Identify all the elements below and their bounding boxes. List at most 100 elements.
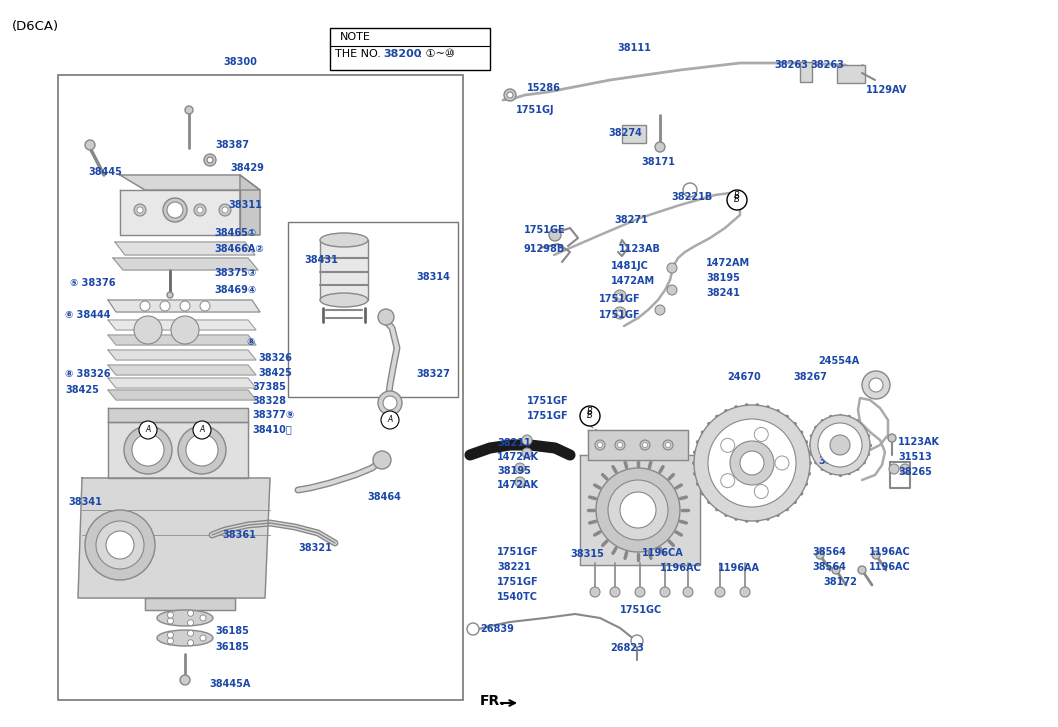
Polygon shape xyxy=(145,598,235,610)
Text: 38425: 38425 xyxy=(258,368,292,378)
Circle shape xyxy=(816,551,824,559)
Circle shape xyxy=(383,396,397,410)
Text: 15286: 15286 xyxy=(527,83,561,93)
Circle shape xyxy=(754,484,768,499)
Text: 38465①: 38465① xyxy=(214,228,256,238)
Circle shape xyxy=(660,587,670,597)
Text: B: B xyxy=(587,408,592,417)
Circle shape xyxy=(631,635,643,647)
Circle shape xyxy=(869,378,883,392)
Text: 38326: 38326 xyxy=(258,353,292,363)
Circle shape xyxy=(617,310,623,316)
Text: 38431: 38431 xyxy=(304,255,338,265)
Circle shape xyxy=(207,157,213,163)
Circle shape xyxy=(167,207,174,213)
Circle shape xyxy=(832,566,840,574)
Circle shape xyxy=(136,207,143,213)
Circle shape xyxy=(655,142,665,152)
Circle shape xyxy=(186,434,218,466)
Polygon shape xyxy=(108,408,248,422)
Text: 38387: 38387 xyxy=(215,140,249,150)
Circle shape xyxy=(776,456,789,470)
Text: 1472AM: 1472AM xyxy=(612,276,655,286)
Circle shape xyxy=(85,510,156,580)
Circle shape xyxy=(185,106,193,114)
Text: NOTE: NOTE xyxy=(340,32,371,42)
Text: 1751GC: 1751GC xyxy=(620,605,662,615)
Bar xyxy=(800,62,811,82)
Text: 38466A②: 38466A② xyxy=(214,244,263,254)
Text: 38361: 38361 xyxy=(222,530,256,540)
Circle shape xyxy=(655,305,665,315)
Circle shape xyxy=(132,434,164,466)
Polygon shape xyxy=(108,390,256,400)
Circle shape xyxy=(595,440,605,450)
Circle shape xyxy=(96,521,144,569)
Text: FR.: FR. xyxy=(480,694,506,708)
Circle shape xyxy=(200,615,206,621)
Circle shape xyxy=(167,638,174,644)
Circle shape xyxy=(580,406,600,426)
Circle shape xyxy=(187,640,194,646)
Text: 26823: 26823 xyxy=(610,643,644,653)
Polygon shape xyxy=(108,422,248,478)
Circle shape xyxy=(740,451,764,475)
Ellipse shape xyxy=(157,630,213,646)
Text: 38315: 38315 xyxy=(570,549,604,559)
Text: B: B xyxy=(733,198,741,208)
Circle shape xyxy=(889,464,899,474)
Circle shape xyxy=(140,301,150,311)
Circle shape xyxy=(167,292,174,298)
Text: A: A xyxy=(145,425,150,435)
Circle shape xyxy=(160,301,170,311)
Text: 1196AC: 1196AC xyxy=(869,562,911,572)
Circle shape xyxy=(620,492,656,528)
Circle shape xyxy=(862,371,890,399)
Text: 1196CA: 1196CA xyxy=(642,548,683,558)
Ellipse shape xyxy=(157,610,213,626)
Polygon shape xyxy=(108,320,256,330)
Circle shape xyxy=(204,154,216,166)
Polygon shape xyxy=(108,300,260,312)
Circle shape xyxy=(139,421,157,439)
Polygon shape xyxy=(113,258,258,270)
Circle shape xyxy=(715,587,725,597)
Bar xyxy=(320,240,368,300)
Text: 38425: 38425 xyxy=(65,385,98,395)
Circle shape xyxy=(171,316,199,344)
Circle shape xyxy=(515,477,525,487)
Polygon shape xyxy=(108,378,256,388)
Circle shape xyxy=(610,587,620,597)
Circle shape xyxy=(106,531,134,559)
Text: 1196AA: 1196AA xyxy=(718,563,760,573)
Circle shape xyxy=(640,440,650,450)
Circle shape xyxy=(378,391,402,415)
Bar xyxy=(288,222,458,397)
Circle shape xyxy=(608,480,668,540)
Text: 38241: 38241 xyxy=(706,288,740,298)
Text: 37385: 37385 xyxy=(252,382,286,392)
Circle shape xyxy=(222,207,229,213)
Circle shape xyxy=(818,423,862,467)
Circle shape xyxy=(598,443,602,448)
Text: 38111: 38111 xyxy=(617,43,651,53)
Polygon shape xyxy=(108,335,256,345)
Text: B: B xyxy=(734,196,740,204)
Text: 38195: 38195 xyxy=(497,466,531,476)
Text: 38195: 38195 xyxy=(706,273,740,283)
Text: B: B xyxy=(586,414,594,424)
Circle shape xyxy=(200,635,206,641)
Polygon shape xyxy=(108,350,256,360)
Text: ⑤ 38376: ⑤ 38376 xyxy=(70,278,115,288)
Text: 38327: 38327 xyxy=(416,369,450,379)
Circle shape xyxy=(180,301,190,311)
Polygon shape xyxy=(115,242,255,255)
Text: ⑧: ⑧ xyxy=(247,337,254,347)
Text: 1196AC: 1196AC xyxy=(660,563,701,573)
Text: 38564: 38564 xyxy=(811,562,846,572)
Circle shape xyxy=(618,443,622,448)
Circle shape xyxy=(900,464,910,474)
Polygon shape xyxy=(108,365,256,375)
Circle shape xyxy=(378,309,394,325)
Text: 38221: 38221 xyxy=(497,562,531,572)
